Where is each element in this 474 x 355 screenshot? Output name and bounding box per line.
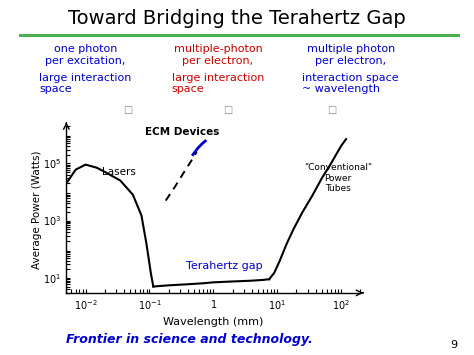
Text: Lasers: Lasers	[102, 167, 136, 177]
Y-axis label: Average Power (Watts): Average Power (Watts)	[32, 150, 42, 269]
Text: multiple-photon
per electron,: multiple-photon per electron,	[173, 44, 263, 66]
Text: large interaction
space: large interaction space	[39, 73, 131, 94]
Text: ECM Devices: ECM Devices	[145, 127, 219, 137]
Text: □: □	[123, 105, 133, 115]
Text: Toward Bridging the Terahertz Gap: Toward Bridging the Terahertz Gap	[68, 9, 406, 28]
Text: one photon
per excitation,: one photon per excitation,	[45, 44, 126, 66]
Text: multiple photon
per electron,: multiple photon per electron,	[307, 44, 395, 66]
Text: interaction space
~ wavelength: interaction space ~ wavelength	[302, 73, 399, 94]
Text: 9: 9	[450, 340, 457, 350]
Text: "Conventional"
Power
Tubes: "Conventional" Power Tubes	[304, 163, 372, 193]
Text: □: □	[327, 105, 337, 115]
Text: Terahertz gap: Terahertz gap	[186, 262, 263, 272]
Text: Frontier in science and technology.: Frontier in science and technology.	[66, 333, 313, 346]
Text: □: □	[223, 105, 232, 115]
Text: large interaction
space: large interaction space	[172, 73, 264, 94]
X-axis label: Wavelength (mm): Wavelength (mm)	[163, 317, 264, 327]
